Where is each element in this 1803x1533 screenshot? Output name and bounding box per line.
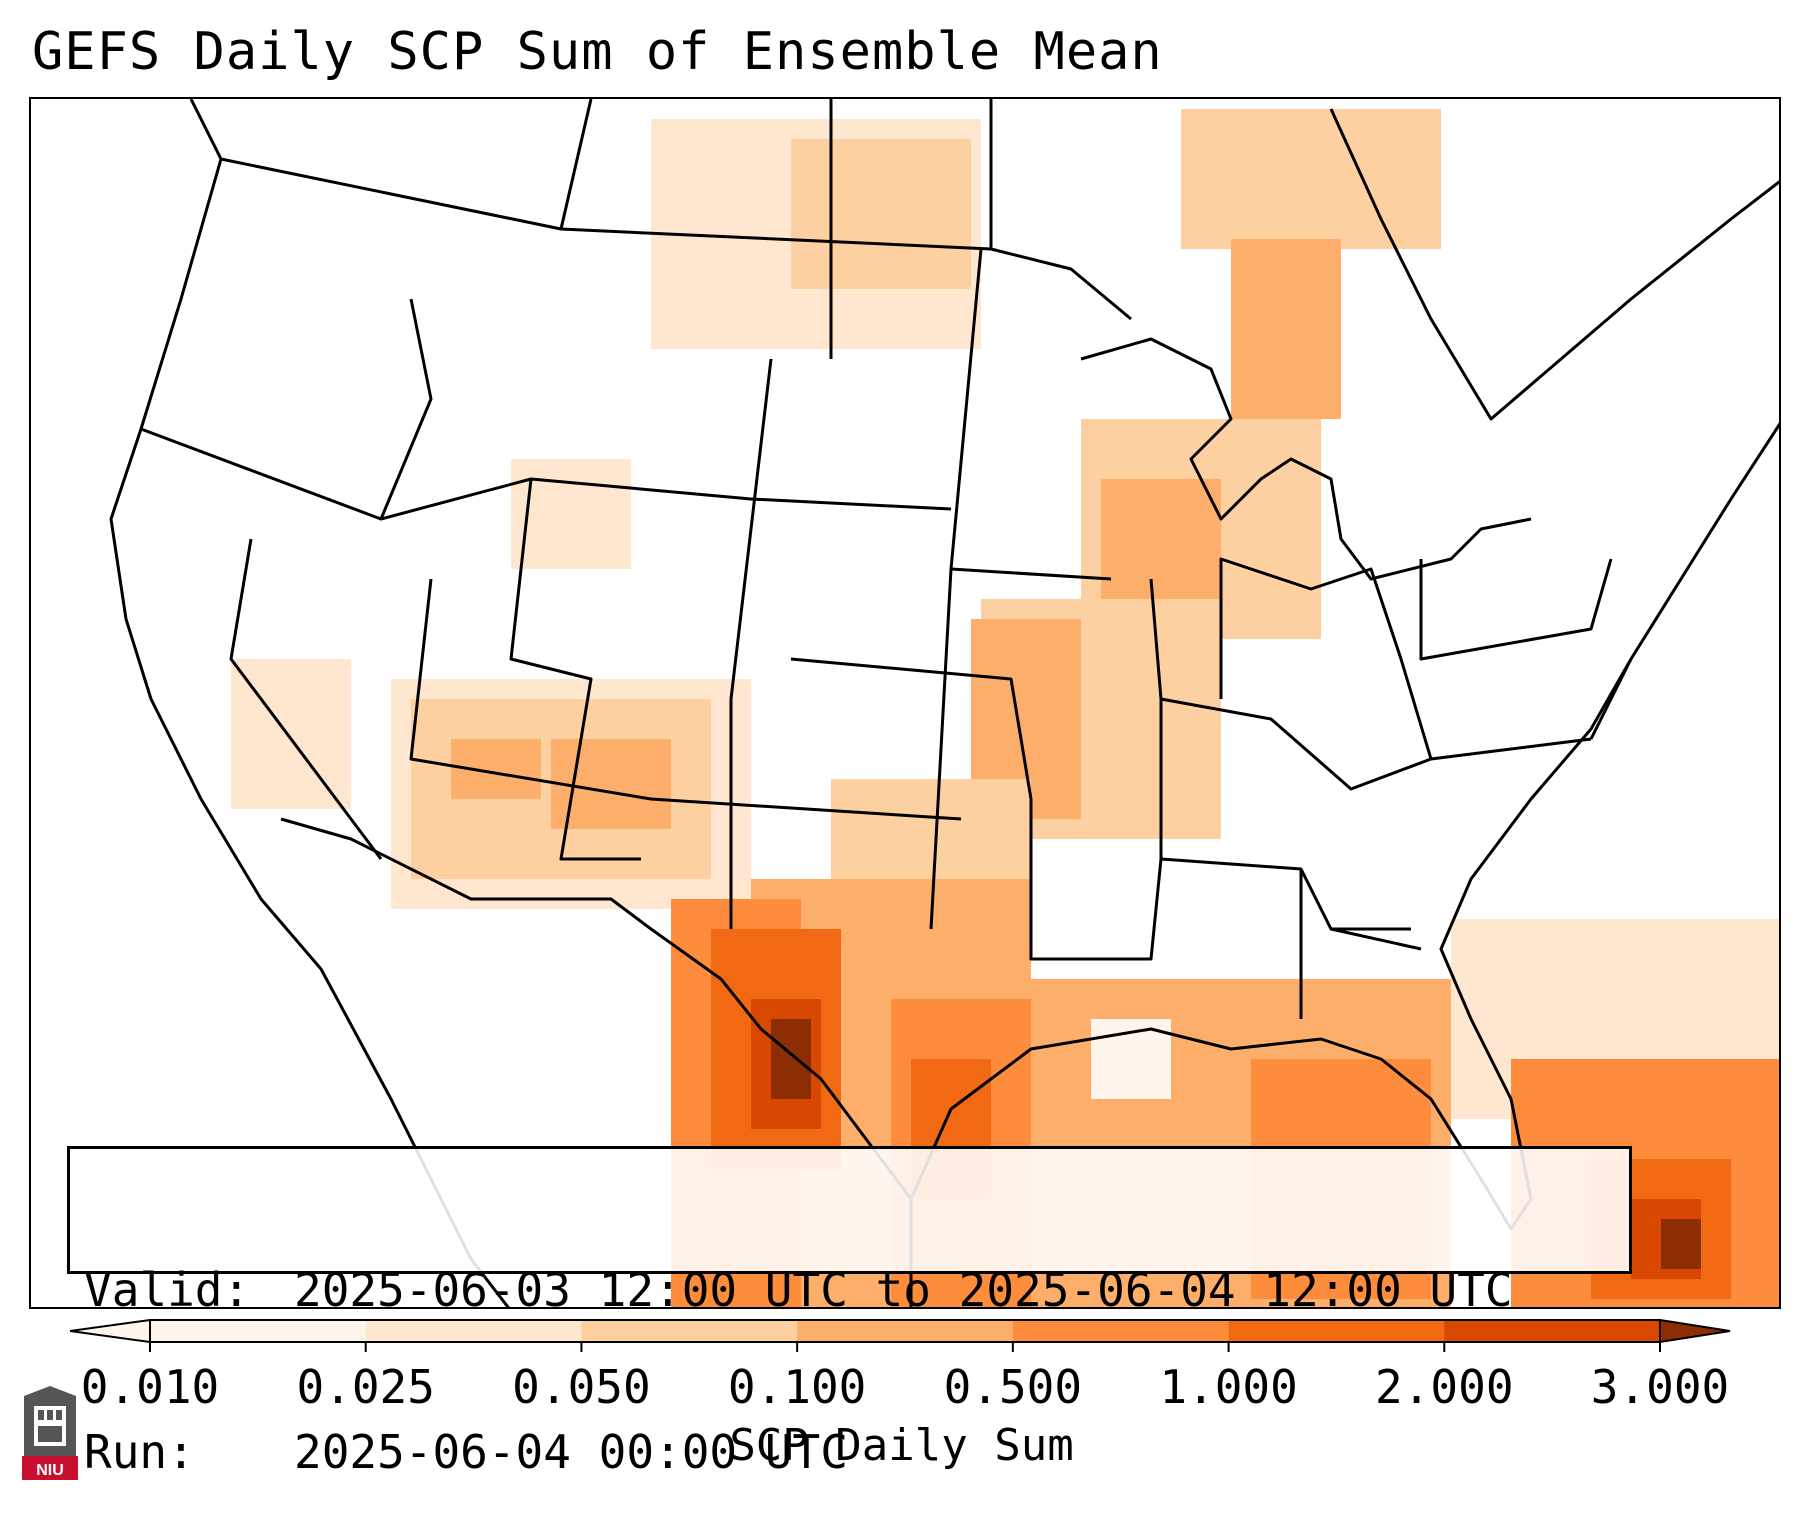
colorbar-segment	[1444, 1320, 1661, 1342]
map-panel	[29, 97, 1781, 1309]
mexico-border	[280, 817, 913, 1200]
validity-info-box: Valid: 2025-06-03 12:00 UTC to 2025-06-04…	[67, 1146, 1632, 1479]
pacific-coastline	[109, 158, 510, 1307]
colorbar-label: SCP Daily Sum	[729, 1420, 1074, 1471]
scp-region	[1181, 109, 1441, 249]
valid-label: Valid:	[84, 1263, 251, 1317]
colorbar	[70, 1318, 1731, 1352]
colorbar-tick-label: 0.010	[80, 1360, 220, 1414]
boundaries	[109, 99, 1779, 1307]
colorbar-tick-label: 3.000	[1590, 1360, 1730, 1414]
valid-value: 2025-06-03 12:00 UTC to 2025-06-04 12:00…	[294, 1263, 1513, 1317]
colorbar-tick-label: 0.050	[512, 1360, 651, 1414]
colorbar-tick-label: 1.000	[1159, 1360, 1298, 1414]
map-title: GEFS Daily SCP Sum of Ensemble Mean	[32, 22, 1163, 82]
canada-east	[1329, 108, 1779, 421]
state-line	[559, 99, 1112, 930]
colorbar-segment	[365, 1320, 582, 1342]
scp-shading	[231, 109, 1779, 1307]
colorbar-segment	[797, 1320, 1014, 1342]
state-line	[140, 298, 1033, 861]
scp-region	[1101, 479, 1221, 609]
scp-region	[791, 139, 971, 289]
run-label: Run:	[84, 1425, 195, 1479]
colorbar-segment	[1228, 1320, 1445, 1342]
state-line	[1029, 557, 1592, 961]
scp-region	[511, 459, 631, 569]
scp-region	[1231, 239, 1341, 419]
niu-logo-text: NIU	[36, 1462, 64, 1479]
scp-region	[771, 1019, 811, 1099]
colorbar-tick-label: 0.025	[296, 1360, 435, 1414]
colorbar-outline	[149, 1319, 1661, 1343]
scp-region	[1661, 1219, 1701, 1269]
colorbar-segment	[581, 1320, 798, 1342]
conus-map	[109, 99, 1779, 1307]
us-canada-border	[189, 99, 1132, 321]
colorbar-tick-label: 2.000	[1375, 1360, 1514, 1414]
colorbar-tick-label: 0.100	[727, 1360, 867, 1414]
colorbar-extend-high	[1659, 1318, 1731, 1344]
run-value: 2025-06-04 00:00 UTC	[294, 1425, 848, 1479]
colorbar-tick-label: 0.500	[943, 1360, 1083, 1414]
colorbar-segment	[1012, 1320, 1230, 1342]
colorbar-segment	[150, 1320, 367, 1342]
state-line	[1299, 558, 1633, 1019]
niu-logo: NIU	[22, 1386, 78, 1480]
great-lakes	[1080, 337, 1532, 581]
colorbar-extend-low	[70, 1318, 151, 1344]
scp-region	[551, 739, 671, 829]
